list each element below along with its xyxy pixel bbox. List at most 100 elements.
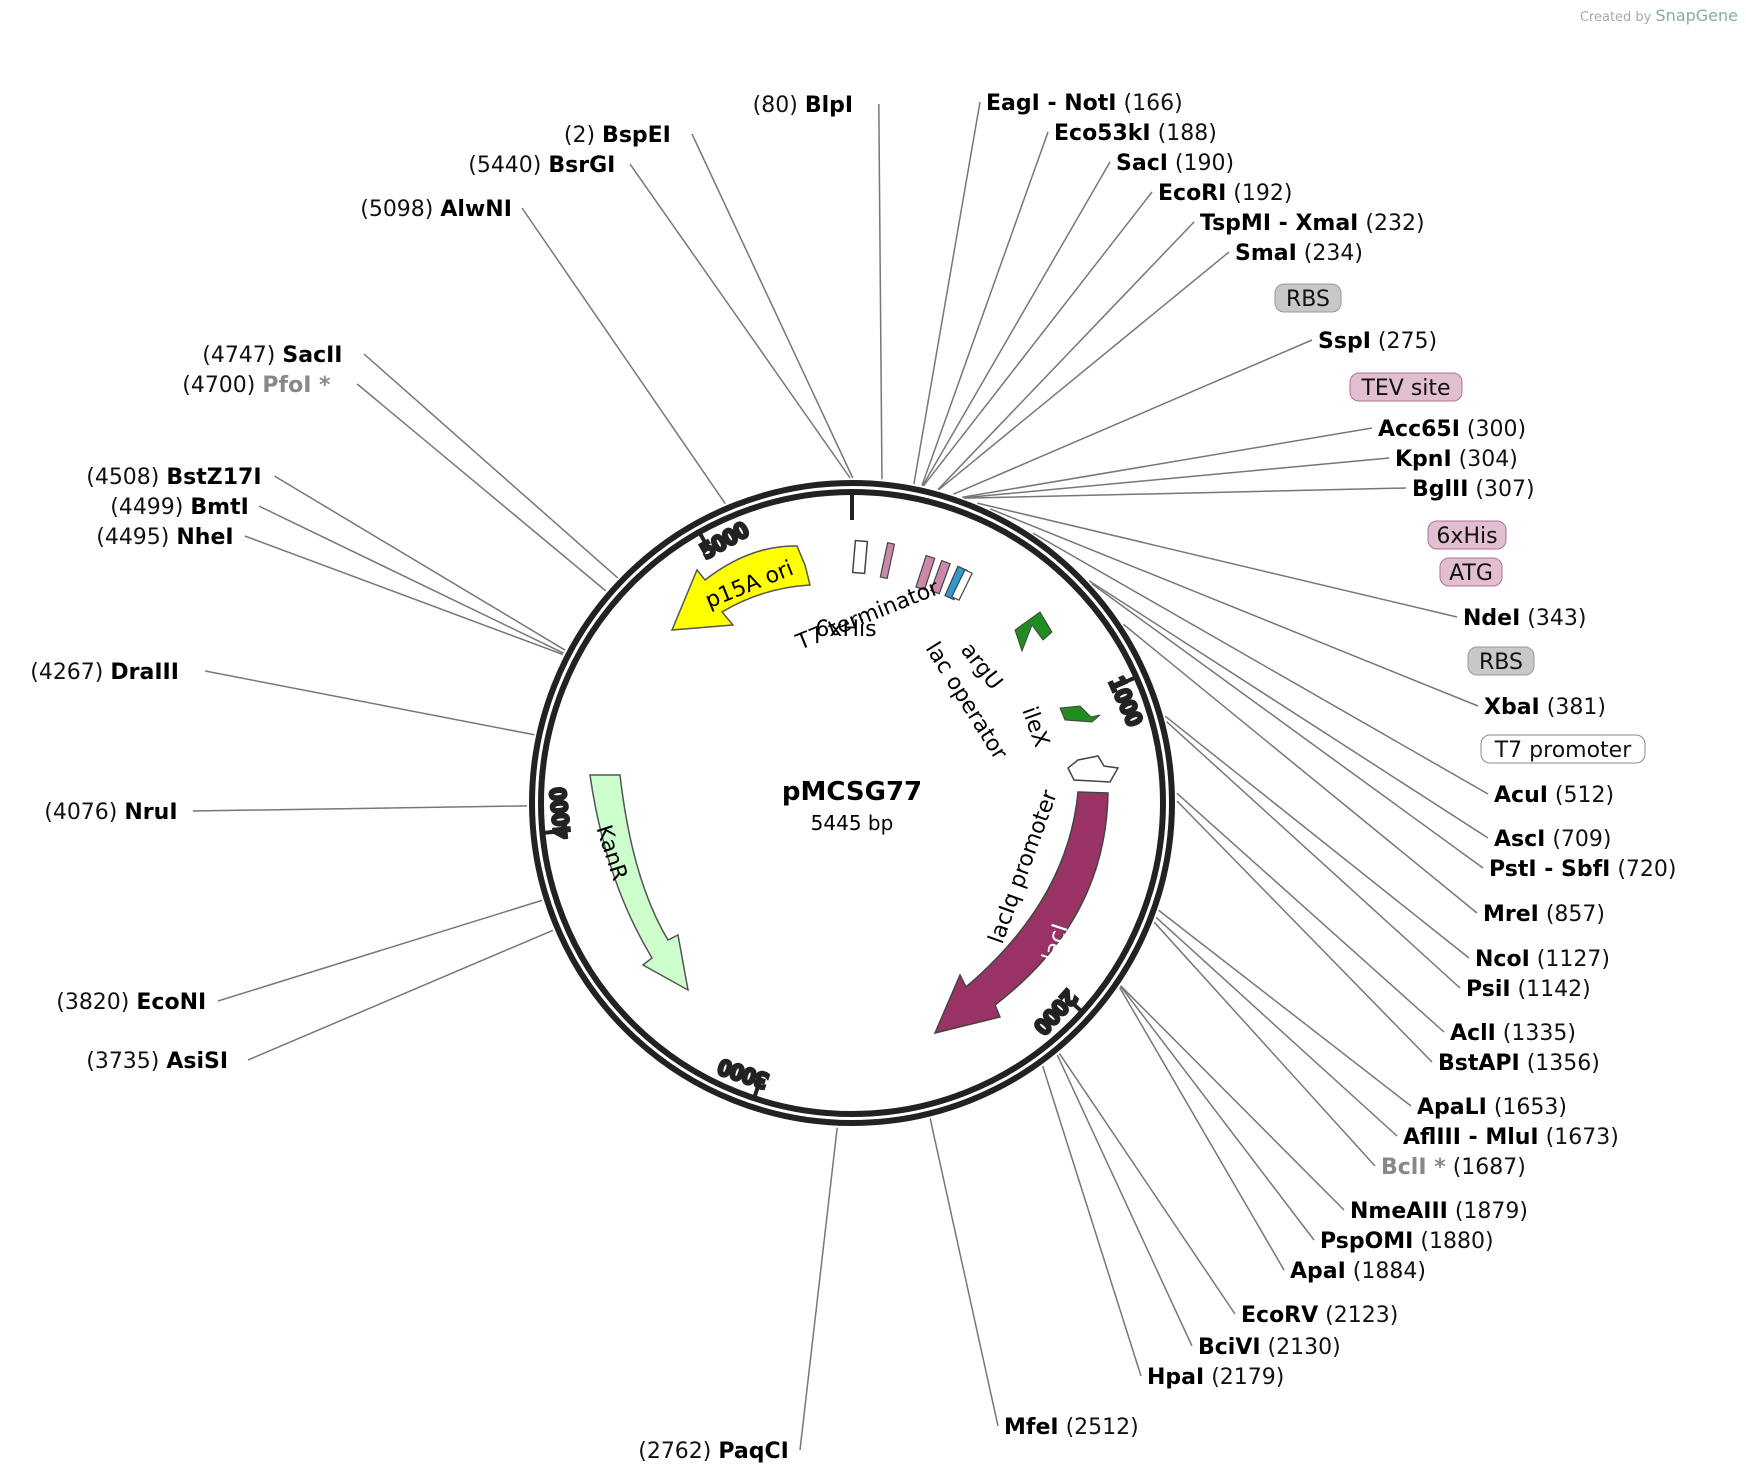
tick-mark [1069, 999, 1083, 1013]
site-ecori[interactable]: EcoRI (192) [1158, 181, 1292, 206]
site-afliii[interactable]: AflIII - MluI (1673) [1403, 1125, 1619, 1150]
site-apali[interactable]: ApaLI (1653) [1417, 1095, 1567, 1120]
his-box-label: 6xHis [1427, 520, 1507, 550]
rbs-2-text: RBS [1479, 650, 1523, 675]
leader-line [1153, 921, 1376, 1167]
site-label: BglII (307) [1412, 477, 1535, 502]
site-kpni[interactable]: KpnI (304) [1395, 447, 1518, 472]
site-smai[interactable]: SmaI (234) [1235, 241, 1363, 266]
t7-promoter-text: T7 promoter [1494, 738, 1632, 763]
site-label: (4076) NruI [44, 800, 177, 825]
site-acc65i[interactable]: Acc65I (300) [1378, 417, 1526, 442]
site-label: EagI - NotI (166) [986, 91, 1183, 116]
t7-promoter-box [951, 568, 973, 602]
leader-line [963, 457, 1390, 499]
site-label: AcuI (512) [1494, 783, 1614, 808]
leader-line [1158, 909, 1412, 1107]
leader-line [937, 221, 1195, 491]
site-pfoi[interactable]: (4700) PfoI * [182, 373, 331, 398]
site-bglii[interactable]: BglII (307) [1412, 477, 1535, 502]
leader-line [363, 353, 619, 579]
site-label: HpaI (2179) [1147, 1365, 1284, 1390]
his-tag-box [879, 542, 896, 580]
site-hpai[interactable]: HpaI (2179) [1147, 1365, 1284, 1390]
feature-KanR[interactable]: KanR [589, 774, 690, 992]
rbs-1-text: RBS [1286, 287, 1330, 312]
leader-line [1164, 715, 1470, 959]
ileX-label: ileX [1016, 704, 1053, 751]
site-label: Eco53kI (188) [1054, 121, 1217, 146]
site-eagi[interactable]: EagI - NotI (166) [986, 91, 1183, 116]
backbone-inner [538, 489, 1166, 1117]
lacIq-promoter-arrow [1067, 755, 1120, 783]
site-tspmi[interactable]: TspMI - XmaI (232) [1200, 211, 1425, 236]
site-draiii[interactable]: (4267) DraIII [30, 660, 179, 685]
site-xbai[interactable]: XbaI (381) [1484, 695, 1606, 720]
site-asci[interactable]: AscI (709) [1494, 827, 1612, 852]
site-nmeaiii[interactable]: NmeAIII (1879) [1350, 1199, 1528, 1224]
site-label: (4747) SacII [202, 343, 342, 368]
ileX-arrow [1059, 705, 1101, 723]
site-psti[interactable]: PstI - SbfI (720) [1489, 857, 1677, 882]
site-label: TspMI - XmaI (232) [1200, 211, 1425, 236]
site-bspei[interactable]: (2) BspEI [564, 123, 671, 148]
leader-line [247, 929, 554, 1061]
site-label: (4267) DraIII [30, 660, 179, 685]
site-ndei[interactable]: NdeI (343) [1463, 606, 1586, 631]
site-acui[interactable]: AcuI (512) [1494, 783, 1614, 808]
feature-p15A-ori[interactable]: p15A ori [670, 545, 811, 631]
leader-line [205, 670, 535, 736]
leader-line [964, 487, 1407, 499]
site-bmti[interactable]: (4499) BmtI [110, 495, 249, 520]
leader-line [929, 1118, 999, 1427]
site-bcli[interactable]: BclI * (1687) [1381, 1155, 1526, 1180]
site-econi[interactable]: (3820) EcoNI [56, 990, 206, 1015]
site-bstapi[interactable]: BstAPI (1356) [1438, 1051, 1600, 1076]
site-label: PstI - SbfI (720) [1489, 857, 1677, 882]
site-bstz17i[interactable]: (4508) BstZ17I [86, 465, 261, 490]
site-alwni[interactable]: (5098) AlwNI [360, 197, 512, 222]
site-eco53ki[interactable]: Eco53kI (188) [1054, 121, 1217, 146]
feature-lacI[interactable]: lacI [933, 791, 1109, 1035]
site-mrei[interactable]: MreI (857) [1483, 902, 1605, 927]
tev-box-label: TEV site [1349, 372, 1463, 402]
site-apai[interactable]: ApaI (1884) [1290, 1259, 1426, 1284]
site-nrui[interactable]: (4076) NruI [44, 800, 177, 825]
site-paqci[interactable]: (2762) PaqCI [638, 1439, 789, 1464]
site-label: BstAPI (1356) [1438, 1051, 1600, 1076]
site-ncoi[interactable]: NcoI (1127) [1475, 947, 1610, 972]
tev-text: TEV site [1360, 376, 1450, 401]
site-psii[interactable]: PsiI (1142) [1466, 977, 1591, 1002]
leader-line [962, 427, 1373, 499]
leader-lines [192, 101, 1489, 1451]
site-bcivi[interactable]: BciVI (2130) [1198, 1335, 1341, 1360]
site-acli[interactable]: AclI (1335) [1450, 1021, 1576, 1046]
site-label: ApaI (1884) [1290, 1259, 1426, 1284]
rbs-box-label-2: RBS [1467, 646, 1535, 676]
site-blpi[interactable]: (80) BlpI [753, 93, 853, 118]
tick-mark [698, 532, 709, 548]
leader-line [521, 207, 726, 505]
site-nhei[interactable]: (4495) NheI [96, 525, 233, 550]
leader-line [691, 133, 854, 479]
site-mfei[interactable]: MfeI (2512) [1004, 1415, 1139, 1440]
site-asisi[interactable]: (3735) AsiSI [86, 1049, 228, 1074]
credit-prefix: Created by [1579, 10, 1652, 25]
site-pspomi[interactable]: PspOMI (1880) [1320, 1229, 1494, 1254]
site-ecorv[interactable]: EcoRV (2123) [1241, 1303, 1398, 1328]
site-saci[interactable]: SacI (190) [1116, 151, 1234, 176]
site-sspi[interactable]: SspI (275) [1318, 329, 1437, 354]
leader-line [977, 502, 1458, 618]
leader-line [1120, 985, 1345, 1211]
leader-line [629, 163, 851, 479]
leader-line [1155, 916, 1398, 1137]
site-label: SspI (275) [1318, 329, 1437, 354]
site-bsrgi[interactable]: (5440) BsrGI [468, 153, 615, 178]
site-label: (5098) AlwNI [360, 197, 512, 222]
leader-line [921, 131, 1049, 486]
site-label: MreI (857) [1483, 902, 1605, 927]
leader-line [1118, 986, 1285, 1271]
site-sacii[interactable]: (4747) SacII [202, 343, 342, 368]
site-label: SacI (190) [1116, 151, 1234, 176]
